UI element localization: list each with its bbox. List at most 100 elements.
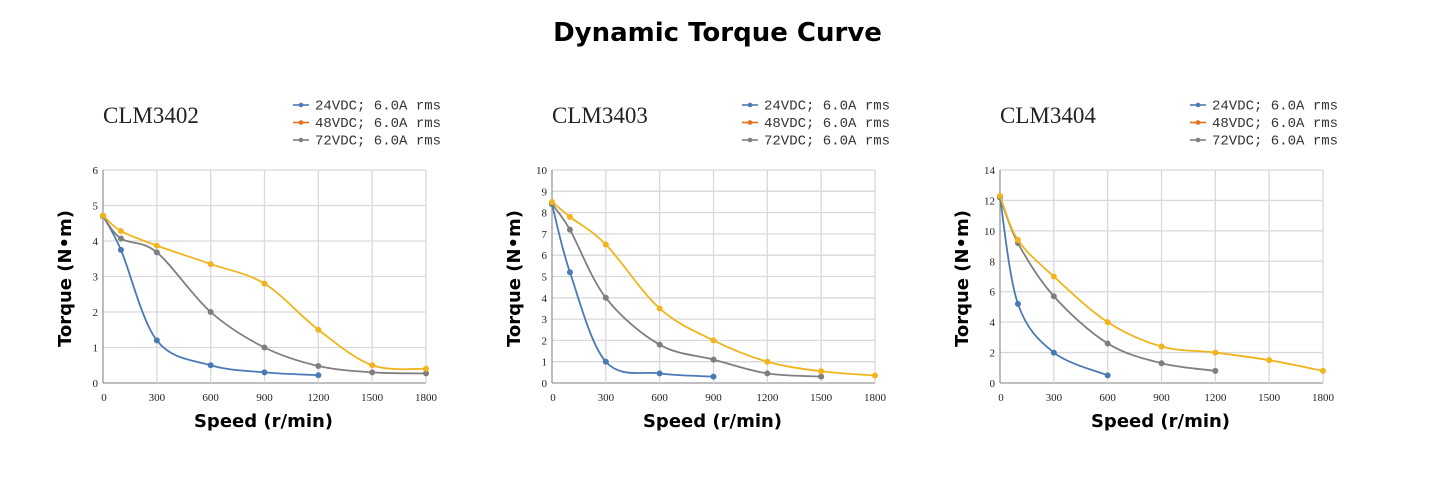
x-tick-label: 900 [1153,392,1170,404]
series-line-48vdc [102,214,427,371]
x-axis-label: Speed (r/min) [194,411,333,432]
data-point [100,212,106,219]
data-point [1014,236,1021,243]
data-point [261,344,268,351]
x-axis-label: Speed (r/min) [1091,411,1230,432]
x-tick-label: 1200 [1204,392,1227,404]
data-point [764,370,771,377]
legend-marker [747,137,753,143]
y-tick-label: 4 [542,293,548,305]
data-point [207,261,214,268]
data-point [369,362,376,369]
data-point [1320,367,1326,374]
chart-title: CLM3402 [103,103,199,128]
legend-marker [298,137,304,143]
y-tick-label: 7 [542,229,548,241]
data-point [566,269,573,276]
data-point [818,368,825,375]
series-line-72vdc [551,203,822,378]
data-point [1212,349,1219,356]
x-tick-label: 900 [705,392,722,404]
y-tick-label: 5 [93,201,99,213]
data-point [656,341,663,348]
series-line-24vdc [551,203,714,378]
x-tick-label: 1200 [307,392,330,404]
data-point [117,235,124,242]
data-point [261,280,268,287]
x-tick-label: 0 [101,392,107,404]
data-point [1104,340,1111,347]
x-tick-label: 600 [1099,392,1116,404]
figure-title: Dynamic Torque Curve [553,18,882,48]
legend-entry: 24VDC; 6.0A rms [764,99,890,115]
y-tick-label: 4 [93,236,99,248]
data-point [656,305,663,312]
legend-marker [747,120,753,125]
x-tick-label: 300 [1046,392,1063,404]
legend-marker [1195,102,1201,108]
y-tick-label: 0 [93,378,99,390]
x-tick-label: 1800 [1312,392,1335,404]
legend-marker [747,102,753,108]
x-tick-label: 0 [998,392,1004,404]
x-tick-label: 1800 [864,392,887,404]
data-point [423,370,429,377]
legend-entry: 72VDC; 6.0A rms [764,134,890,150]
x-axis-label: Speed (r/min) [643,411,782,432]
y-tick-label: 6 [542,250,548,262]
x-tick-label: 600 [202,392,219,404]
data-point [369,369,376,376]
data-point [1050,349,1057,356]
data-point [423,365,429,372]
x-tick-label: 900 [256,392,273,404]
series-line-24vdc [999,197,1109,377]
data-point [261,369,268,376]
data-point [818,373,825,380]
y-tick-label: 8 [990,256,996,268]
y-axis-label: Torque (N•m) [952,210,973,347]
data-point [710,356,717,363]
data-point [1050,273,1057,280]
y-tick-label: 5 [542,272,548,284]
x-tick-label: 1500 [1258,392,1281,404]
legend-entry: 24VDC; 6.0A rms [1212,99,1338,115]
data-point [117,246,124,253]
legend-entry: 72VDC; 6.0A rms [315,134,441,150]
data-point [1050,293,1057,300]
legend-marker [298,102,304,108]
data-point [1212,367,1219,374]
data-point [549,198,555,205]
x-tick-label: 300 [598,392,615,404]
legend-marker [298,120,304,125]
y-tick-label: 3 [542,314,548,326]
data-point [566,213,573,220]
data-point [1158,343,1165,350]
x-tick-label: 1500 [810,392,833,404]
data-point [153,249,160,256]
data-point [207,362,214,369]
y-tick-label: 2 [93,307,99,319]
x-tick-label: 1200 [756,392,779,404]
series-line-48vdc [551,201,876,377]
y-tick-label: 6 [93,165,99,177]
data-point [710,373,717,380]
data-point [872,372,878,379]
data-point [997,192,1003,199]
legend-entry: 48VDC; 6.0A rms [764,116,890,132]
y-tick-label: 10 [984,226,996,238]
x-tick-label: 600 [651,392,668,404]
chart-title: CLM3403 [552,103,648,128]
data-point [710,337,717,344]
y-tick-label: 2 [990,348,996,360]
y-axis-label: Torque (N•m) [504,210,525,347]
y-tick-label: 1 [93,343,99,355]
data-point [315,326,322,333]
y-tick-label: 12 [984,195,995,207]
data-point [315,372,322,379]
legend-entry: 72VDC; 6.0A rms [1212,134,1338,150]
y-tick-label: 4 [990,317,996,329]
data-point [1266,357,1273,364]
data-point [602,358,609,365]
